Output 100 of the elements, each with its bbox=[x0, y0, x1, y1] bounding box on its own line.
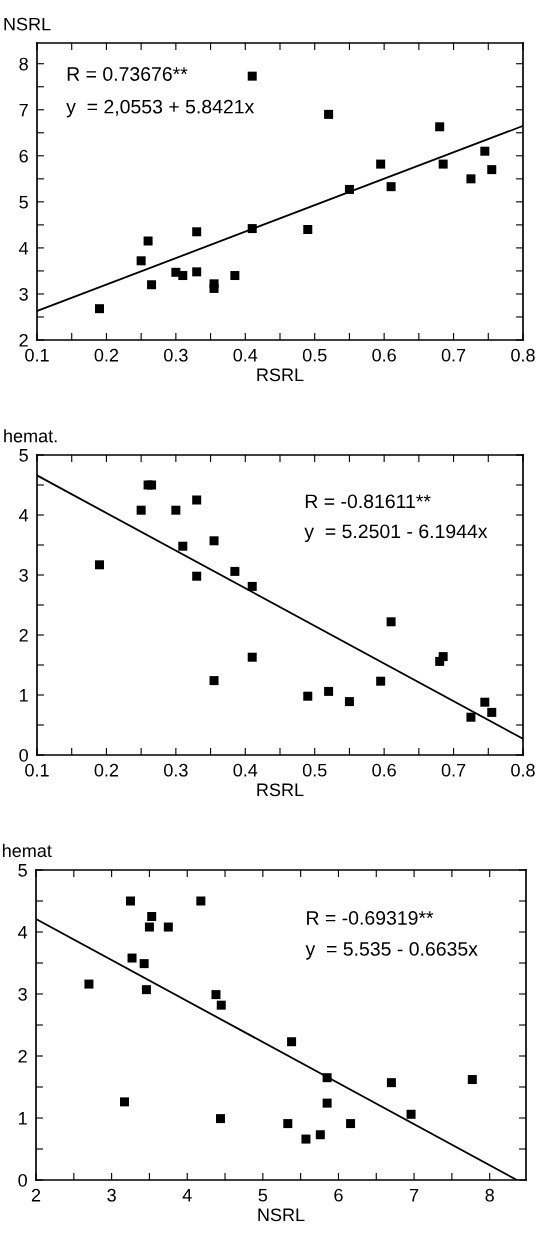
y-tick-label: 0 bbox=[19, 748, 28, 762]
y-tick-label: 4 bbox=[19, 509, 29, 522]
x-tick-label: 0.2 bbox=[94, 763, 119, 777]
point bbox=[487, 165, 497, 175]
y-tick-label: 4 bbox=[19, 242, 29, 255]
point bbox=[247, 652, 257, 662]
point bbox=[386, 1078, 396, 1088]
point bbox=[192, 571, 202, 581]
point bbox=[324, 686, 334, 696]
annotation: R = -0.81611** bbox=[305, 494, 431, 509]
y-tick-label: 3 bbox=[19, 568, 28, 582]
y-axis-title: hemat. bbox=[4, 429, 57, 443]
point bbox=[230, 271, 240, 281]
point bbox=[247, 71, 257, 81]
point bbox=[143, 236, 153, 246]
point bbox=[127, 953, 137, 963]
point bbox=[322, 1098, 332, 1108]
x-tick-label: 7 bbox=[409, 1189, 419, 1202]
point bbox=[346, 1119, 356, 1129]
point bbox=[192, 267, 202, 277]
annotation: y = 5.2501 - 6.1944x bbox=[304, 524, 488, 543]
point bbox=[247, 224, 257, 234]
point bbox=[303, 691, 313, 701]
point bbox=[126, 896, 136, 906]
point bbox=[136, 256, 146, 266]
point bbox=[209, 283, 219, 293]
point bbox=[247, 581, 257, 591]
point bbox=[438, 652, 448, 662]
x-tick-label: 8 bbox=[485, 1188, 494, 1202]
point bbox=[84, 979, 94, 989]
point bbox=[480, 146, 490, 156]
point bbox=[94, 304, 104, 314]
y-tick-label: 5 bbox=[18, 864, 27, 877]
point bbox=[178, 271, 188, 281]
x-tick-label: 6 bbox=[334, 1188, 343, 1202]
point bbox=[119, 1097, 129, 1107]
x-tick-label: 0.5 bbox=[302, 348, 327, 362]
x-tick-label: 5 bbox=[258, 1189, 268, 1202]
x-axis-title: RSRL bbox=[257, 368, 304, 382]
x-tick-label: 0.4 bbox=[233, 763, 258, 777]
point bbox=[406, 1109, 416, 1119]
x-tick-label: 0.1 bbox=[25, 348, 49, 362]
y-tick-label: 2 bbox=[18, 1049, 27, 1063]
x-tick-label: 0.7 bbox=[441, 763, 466, 777]
x-axis-title: RSRL bbox=[257, 783, 304, 797]
point bbox=[163, 922, 173, 932]
point bbox=[467, 1075, 477, 1085]
x-tick-label: 3 bbox=[107, 1188, 116, 1202]
y-tick-label: 2 bbox=[19, 333, 28, 347]
point bbox=[230, 566, 240, 576]
y-tick-label: 1 bbox=[20, 689, 28, 702]
x-tick-label: 2 bbox=[31, 1188, 41, 1202]
point bbox=[344, 697, 354, 707]
point bbox=[147, 480, 157, 490]
x-tick-label: 0.1 bbox=[25, 763, 49, 777]
point bbox=[344, 184, 354, 194]
point bbox=[283, 1119, 293, 1129]
annotation: R = -0.69319** bbox=[307, 911, 434, 925]
x-tick-label: 0.2 bbox=[94, 348, 119, 362]
point bbox=[171, 505, 181, 515]
point bbox=[94, 560, 104, 570]
point bbox=[141, 985, 151, 995]
point bbox=[209, 536, 219, 546]
point bbox=[386, 617, 396, 627]
point bbox=[216, 1114, 226, 1124]
x-tick-label: 0.6 bbox=[372, 348, 396, 362]
point bbox=[324, 109, 334, 119]
y-tick-label: 0 bbox=[18, 1173, 27, 1187]
x-tick-label: 0.3 bbox=[164, 763, 188, 777]
y-tick-label: 2 bbox=[19, 628, 28, 642]
y-tick-label: 7 bbox=[19, 103, 28, 117]
point bbox=[196, 896, 206, 906]
y-axis-title: NSRL bbox=[4, 17, 51, 31]
point bbox=[147, 280, 157, 290]
point bbox=[386, 182, 396, 192]
x-tick-label: 4 bbox=[182, 1189, 192, 1202]
annotation: y = 2,0553 + 5.8421x bbox=[66, 99, 255, 118]
x-tick-label: 0.6 bbox=[372, 763, 396, 777]
point bbox=[480, 697, 490, 707]
annotation: R = 0.73676** bbox=[67, 67, 188, 81]
point bbox=[466, 174, 476, 184]
y-tick-label: 6 bbox=[19, 149, 28, 163]
y-tick-label: 5 bbox=[19, 449, 28, 462]
point bbox=[216, 1000, 226, 1010]
x-tick-label: 0.5 bbox=[302, 763, 327, 777]
point bbox=[466, 712, 476, 722]
point bbox=[139, 959, 149, 969]
y-tick-label: 3 bbox=[18, 987, 27, 1001]
point bbox=[136, 505, 146, 515]
point bbox=[144, 922, 154, 932]
point bbox=[178, 541, 188, 551]
point bbox=[301, 1134, 311, 1144]
y-tick-label: 8 bbox=[19, 57, 28, 71]
x-tick-label: 0.8 bbox=[511, 348, 535, 362]
annotation: y = 5.535 - 0.6635x bbox=[305, 942, 478, 960]
y-tick-label: 5 bbox=[19, 195, 28, 209]
x-tick-label: 0.8 bbox=[511, 763, 535, 777]
point bbox=[438, 159, 448, 169]
point bbox=[287, 1037, 297, 1047]
point bbox=[376, 159, 386, 169]
